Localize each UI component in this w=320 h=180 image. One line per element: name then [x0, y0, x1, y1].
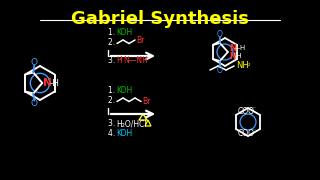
Text: O: O: [217, 30, 223, 39]
Text: 2.: 2.: [108, 96, 117, 105]
Text: COO: COO: [238, 107, 255, 116]
Text: H₂O/HCl: H₂O/HCl: [116, 120, 147, 129]
Text: O: O: [31, 99, 38, 108]
Text: ₂: ₂: [248, 62, 251, 67]
Text: Br: Br: [142, 97, 150, 106]
Text: N—NH: N—NH: [123, 55, 148, 64]
Text: H: H: [116, 55, 122, 64]
Text: O: O: [217, 66, 223, 75]
Text: KOH: KOH: [116, 129, 132, 138]
Text: 1.: 1.: [108, 28, 117, 37]
Text: N: N: [229, 51, 236, 60]
Text: N: N: [43, 78, 52, 88]
Text: —H: —H: [234, 45, 246, 51]
Text: O: O: [31, 58, 38, 67]
Text: KOH: KOH: [116, 28, 132, 37]
Text: ₂: ₂: [139, 55, 141, 60]
Text: 3.: 3.: [108, 55, 118, 64]
Text: NH: NH: [236, 60, 249, 69]
Text: COO: COO: [238, 129, 255, 138]
Text: 3.: 3.: [108, 120, 118, 129]
Text: Gabriel Synthesis: Gabriel Synthesis: [71, 10, 249, 28]
Text: -H: -H: [49, 78, 59, 87]
Text: 2.: 2.: [108, 37, 117, 46]
Text: ⁻: ⁻: [252, 127, 256, 136]
Text: KOH: KOH: [116, 86, 132, 94]
Text: Br: Br: [136, 35, 144, 44]
Text: 4.: 4.: [108, 129, 118, 138]
Text: N: N: [229, 44, 236, 53]
Text: \H: \H: [234, 53, 242, 59]
Text: 1.: 1.: [108, 86, 117, 94]
Text: ⁻: ⁻: [252, 105, 256, 114]
Text: ₂: ₂: [120, 55, 123, 60]
